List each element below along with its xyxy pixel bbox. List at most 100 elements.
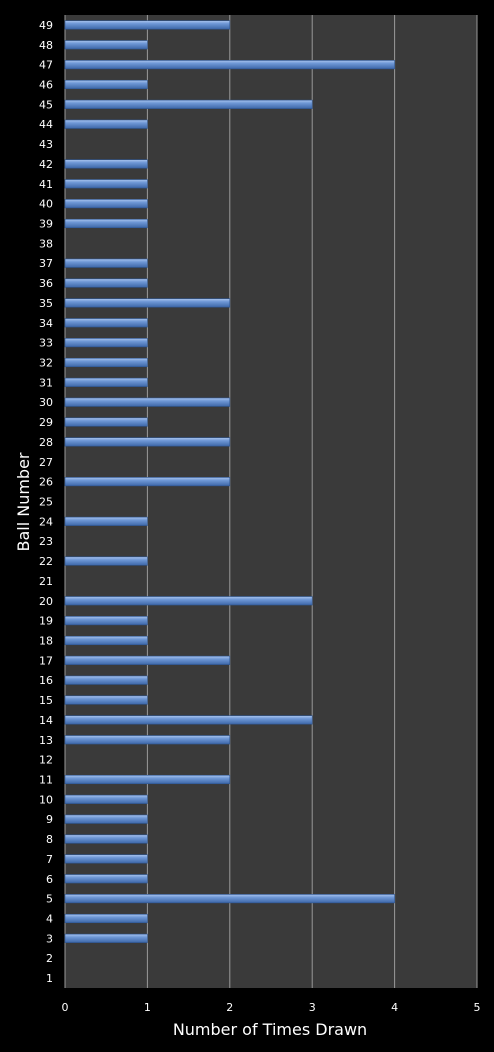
- y-tick-label: 30: [39, 396, 53, 409]
- y-tick-label: 25: [39, 496, 53, 509]
- y-tick-label: 45: [39, 98, 53, 111]
- bar: [64, 99, 313, 109]
- bar: [64, 119, 148, 129]
- y-tick-label: 42: [39, 158, 53, 171]
- y-tick-label: 11: [39, 774, 53, 787]
- bar: [64, 616, 148, 626]
- bar: [64, 60, 395, 70]
- x-tick-label: 5: [474, 1001, 481, 1014]
- bar: [64, 278, 148, 288]
- bar: [64, 834, 148, 844]
- y-tick-label: 14: [39, 714, 53, 727]
- bar: [64, 338, 148, 348]
- bar: [64, 516, 148, 526]
- bar: [64, 874, 148, 884]
- bar: [64, 179, 148, 189]
- bar: [64, 735, 231, 745]
- x-tick-label: 0: [62, 1001, 69, 1014]
- bar: [64, 794, 148, 804]
- bar: [64, 715, 313, 725]
- y-tick-label: 40: [39, 198, 53, 211]
- bar: [64, 159, 148, 169]
- y-tick-label: 31: [39, 376, 53, 389]
- y-tick-label: 23: [39, 535, 53, 548]
- y-tick-label: 32: [39, 357, 53, 370]
- bar: [64, 854, 148, 864]
- bar: [64, 933, 148, 943]
- x-tick-label: 1: [144, 1001, 151, 1014]
- y-tick-label: 6: [46, 873, 53, 886]
- y-tick-label: 4: [46, 913, 53, 926]
- x-tick-label: 2: [226, 1001, 233, 1014]
- y-axis-title: Ball Number: [14, 452, 33, 551]
- y-tick-label: 19: [39, 615, 53, 628]
- grid-lines: [64, 15, 478, 988]
- y-tick-label: 37: [39, 257, 53, 270]
- bar: [64, 675, 148, 685]
- y-tick-label: 48: [39, 39, 53, 52]
- bar: [64, 894, 395, 904]
- bar: [64, 357, 148, 368]
- bar: [64, 913, 148, 924]
- bar: [64, 695, 148, 705]
- y-tick-label: 13: [39, 734, 53, 747]
- x-tick-labels: 0 1 2 3 4 5: [62, 1001, 481, 1014]
- y-tick-label: 36: [39, 277, 53, 290]
- y-tick-label: 43: [39, 138, 53, 151]
- y-tick-label: 28: [39, 436, 53, 449]
- y-tick-label: 21: [39, 575, 53, 588]
- x-axis-title: Number of Times Drawn: [173, 1020, 367, 1039]
- y-tick-label: 33: [39, 337, 53, 350]
- bar: [64, 40, 148, 50]
- y-tick-labels: 1234567891011121314151617181920212223242…: [39, 19, 53, 985]
- bar: [64, 417, 148, 427]
- bar: [64, 437, 231, 447]
- bar: [64, 477, 231, 487]
- y-tick-label: 17: [39, 654, 53, 667]
- y-tick-label: 2: [46, 952, 53, 965]
- bar: [64, 218, 148, 229]
- y-tick-label: 5: [46, 893, 53, 906]
- y-tick-label: 16: [39, 674, 53, 687]
- y-tick-label: 3: [46, 932, 53, 945]
- bar: [64, 199, 148, 209]
- bar: [64, 298, 231, 308]
- bar: [64, 556, 148, 566]
- y-tick-label: 34: [39, 317, 53, 330]
- y-tick-label: 22: [39, 555, 53, 568]
- bar: [64, 318, 148, 328]
- y-tick-label: 8: [46, 833, 53, 846]
- bar: [64, 20, 231, 30]
- y-tick-label: 20: [39, 595, 53, 608]
- y-tick-label: 41: [39, 178, 53, 191]
- bar: [64, 258, 148, 268]
- y-tick-label: 18: [39, 635, 53, 648]
- plot-area: [65, 15, 477, 988]
- y-tick-label: 1: [46, 972, 53, 985]
- y-tick-label: 9: [46, 813, 53, 826]
- y-tick-label: 26: [39, 476, 53, 489]
- y-tick-label: 38: [39, 237, 53, 250]
- bar: [64, 774, 231, 785]
- y-tick-label: 15: [39, 694, 53, 707]
- y-tick-label: 47: [39, 59, 53, 72]
- y-tick-label: 44: [39, 118, 53, 131]
- bar: [64, 377, 148, 387]
- bar: [64, 596, 313, 606]
- y-tick-label: 24: [39, 515, 53, 528]
- bar: [64, 79, 148, 90]
- bar: [64, 655, 231, 665]
- bar: [64, 397, 231, 407]
- y-tick-label: 29: [39, 416, 53, 429]
- bar: [64, 814, 148, 824]
- y-tick-label: 46: [39, 79, 53, 92]
- y-tick-label: 10: [39, 793, 53, 806]
- y-tick-label: 7: [46, 853, 53, 866]
- y-tick-label: 39: [39, 218, 53, 231]
- bar: [64, 635, 148, 646]
- y-tick-label: 27: [39, 456, 53, 469]
- y-tick-label: 12: [39, 754, 53, 767]
- y-tick-label: 35: [39, 297, 53, 310]
- bars: [64, 20, 395, 943]
